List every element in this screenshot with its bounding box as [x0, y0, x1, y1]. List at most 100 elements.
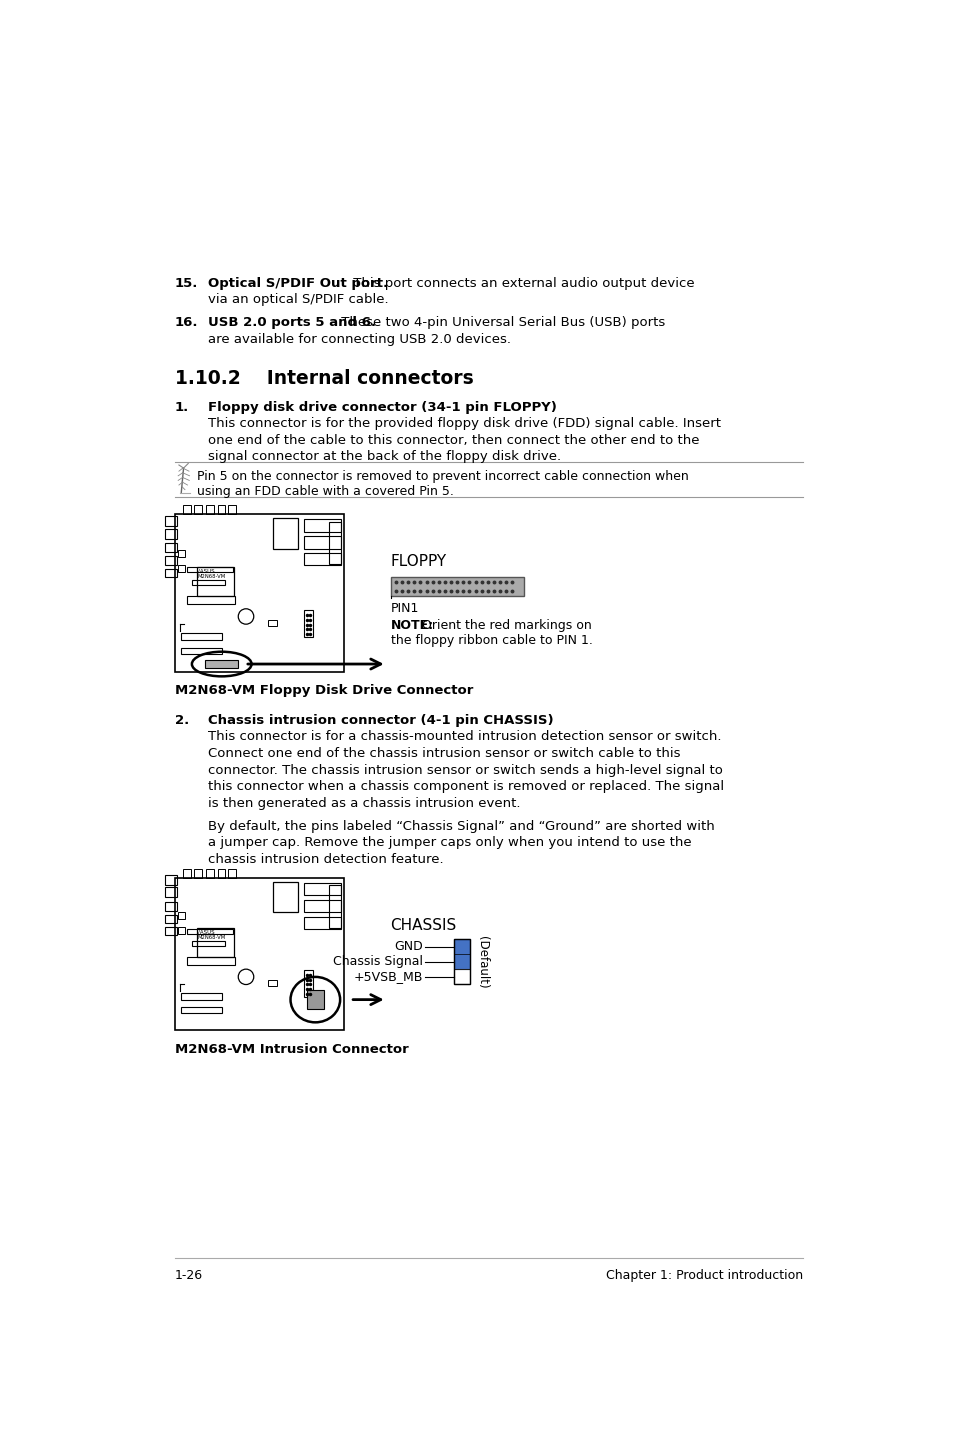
Text: chassis intrusion detection feature.: chassis intrusion detection feature.	[208, 853, 443, 866]
Bar	[303, 900, 340, 912]
Text: /ASUS: /ASUS	[198, 568, 214, 574]
Bar	[205, 660, 237, 667]
Text: Floppy disk drive connector (34-1 pin FLOPPY): Floppy disk drive connector (34-1 pin FL…	[208, 401, 556, 414]
Bar	[183, 505, 191, 513]
Text: is then generated as a chassis intrusion event.: is then generated as a chassis intrusion…	[208, 797, 519, 810]
Bar	[192, 580, 224, 585]
Text: connector. The chassis intrusion sensor or switch sends a high-level signal to: connector. The chassis intrusion sensor …	[208, 764, 721, 777]
Bar	[181, 1007, 221, 1014]
Text: 15.: 15.	[174, 276, 198, 289]
Text: +5VSB_MB: +5VSB_MB	[354, 971, 422, 984]
Bar	[165, 516, 177, 526]
Bar	[194, 869, 202, 877]
Bar	[183, 869, 191, 877]
Bar	[165, 902, 177, 910]
Bar	[187, 929, 233, 935]
Bar	[196, 567, 233, 595]
Bar	[454, 939, 469, 985]
Text: the floppy ribbon cable to PIN 1.: the floppy ribbon cable to PIN 1.	[390, 634, 592, 647]
Text: Chassis Signal: Chassis Signal	[333, 955, 422, 968]
Bar	[178, 928, 185, 935]
Text: 1.: 1.	[174, 401, 189, 414]
Text: This connector is for a chassis-mounted intrusion detection sensor or switch.: This connector is for a chassis-mounted …	[208, 731, 720, 743]
Text: M2N68-VM: M2N68-VM	[197, 936, 226, 940]
Text: Chassis intrusion connector (4-1 pin CHASSIS): Chassis intrusion connector (4-1 pin CHA…	[208, 713, 553, 726]
Bar	[217, 869, 225, 877]
Bar	[217, 505, 225, 513]
Bar	[187, 567, 233, 572]
Bar	[165, 568, 177, 577]
Text: M2N68-VM: M2N68-VM	[197, 574, 226, 580]
Bar	[174, 513, 344, 672]
Text: Chapter 1: Product introduction: Chapter 1: Product introduction	[605, 1270, 802, 1283]
Text: These two 4-pin Universal Serial Bus (USB) ports: These two 4-pin Universal Serial Bus (US…	[336, 316, 664, 329]
Text: 16.: 16.	[174, 316, 198, 329]
Bar	[303, 519, 340, 532]
Text: using an FDD cable with a covered Pin 5.: using an FDD cable with a covered Pin 5.	[196, 486, 453, 499]
Bar	[196, 928, 233, 958]
Text: 1-26: 1-26	[174, 1270, 203, 1283]
Bar	[273, 518, 297, 548]
Bar	[165, 529, 177, 538]
Bar	[268, 620, 277, 626]
Text: NOTE:: NOTE:	[390, 618, 434, 631]
Text: GND: GND	[394, 940, 422, 953]
Text: are available for connecting USB 2.0 devices.: are available for connecting USB 2.0 dev…	[208, 332, 510, 345]
Bar	[303, 969, 313, 997]
Text: M2N68-VM Floppy Disk Drive Connector: M2N68-VM Floppy Disk Drive Connector	[174, 684, 473, 697]
Bar	[192, 940, 224, 946]
Bar	[181, 633, 221, 640]
Text: this connector when a chassis component is removed or replaced. The signal: this connector when a chassis component …	[208, 779, 723, 794]
Bar	[165, 544, 177, 552]
Bar	[206, 869, 213, 877]
Bar	[165, 928, 177, 936]
Text: Orient the red markings on: Orient the red markings on	[418, 618, 592, 631]
Bar	[228, 505, 235, 513]
Bar	[181, 992, 221, 999]
Bar	[187, 956, 234, 965]
Bar	[328, 522, 340, 564]
Bar	[194, 505, 202, 513]
Bar	[178, 565, 185, 572]
Bar	[181, 649, 221, 654]
Bar	[303, 536, 340, 548]
Text: a jumper cap. Remove the jumper caps only when you intend to use the: a jumper cap. Remove the jumper caps onl…	[208, 837, 691, 850]
Bar	[303, 917, 340, 929]
Text: CHASSIS: CHASSIS	[390, 917, 456, 933]
Text: This connector is for the provided floppy disk drive (FDD) signal cable. Insert: This connector is for the provided flopp…	[208, 417, 720, 430]
Text: Optical S/PDIF Out port.: Optical S/PDIF Out port.	[208, 276, 387, 289]
Bar	[303, 883, 340, 896]
Bar	[165, 874, 177, 884]
Bar	[165, 915, 177, 923]
Text: PIN1: PIN1	[390, 601, 418, 614]
Bar	[268, 979, 277, 986]
Text: /ASUS: /ASUS	[198, 929, 214, 935]
Text: (Default): (Default)	[476, 936, 488, 988]
Text: FLOPPY: FLOPPY	[390, 554, 446, 569]
Bar	[303, 610, 313, 637]
Bar	[454, 939, 469, 969]
Bar	[454, 969, 469, 985]
Bar	[390, 577, 523, 597]
Text: via an optical S/PDIF cable.: via an optical S/PDIF cable.	[208, 293, 388, 306]
Text: 1.10.2    Internal connectors: 1.10.2 Internal connectors	[174, 370, 474, 388]
Text: By default, the pins labeled “Chassis Signal” and “Ground” are shorted with: By default, the pins labeled “Chassis Si…	[208, 820, 714, 833]
Bar	[178, 912, 185, 919]
Bar	[273, 881, 297, 912]
Bar	[307, 991, 323, 1009]
Text: Pin 5 on the connector is removed to prevent incorrect cable connection when: Pin 5 on the connector is removed to pre…	[196, 470, 688, 483]
Text: M2N68-VM Intrusion Connector: M2N68-VM Intrusion Connector	[174, 1043, 409, 1055]
Text: signal connector at the back of the floppy disk drive.: signal connector at the back of the flop…	[208, 450, 560, 463]
Bar	[165, 557, 177, 565]
Bar	[187, 597, 234, 604]
Text: 2.: 2.	[174, 713, 189, 726]
Text: Connect one end of the chassis intrusion sensor or switch cable to this: Connect one end of the chassis intrusion…	[208, 746, 679, 759]
Bar	[303, 554, 340, 565]
Bar	[206, 505, 213, 513]
Text: This port connects an external audio output device: This port connects an external audio out…	[349, 276, 694, 289]
Bar	[174, 877, 344, 1030]
Bar	[165, 887, 177, 897]
Bar	[178, 549, 185, 557]
Bar	[328, 886, 340, 928]
Bar	[228, 869, 235, 877]
